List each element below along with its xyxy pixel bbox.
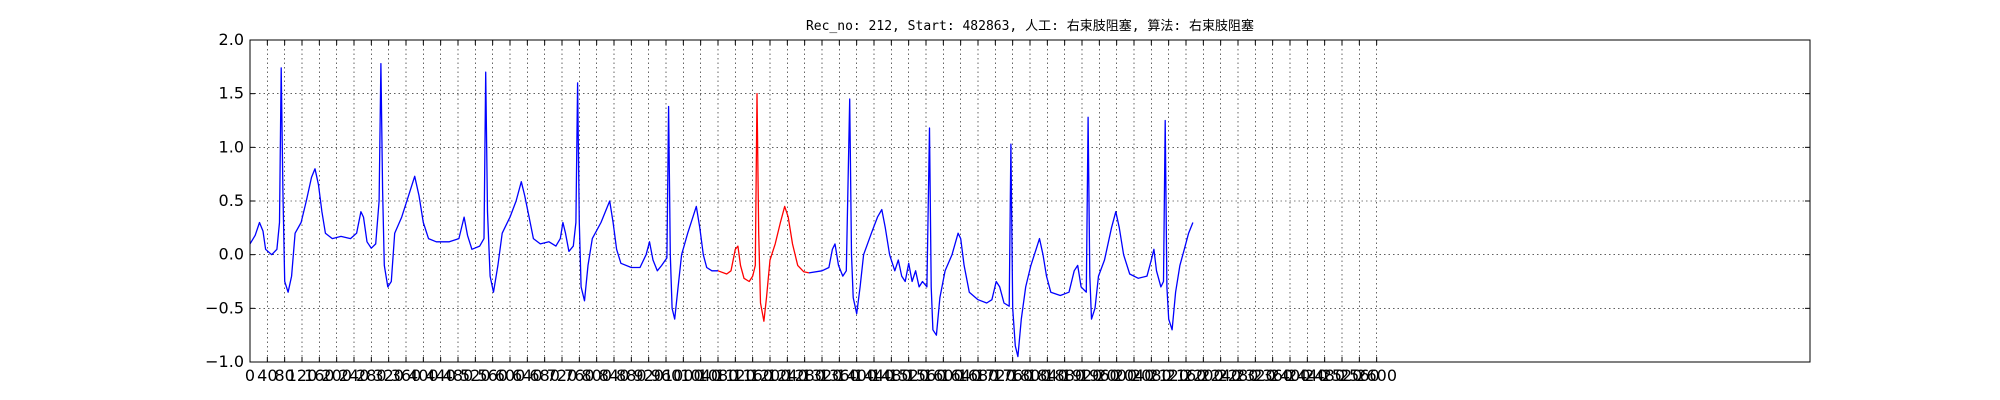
x-tick-label: 0 [245, 366, 255, 385]
x-tick-label: 2520 [1322, 366, 1363, 385]
x-tick-label: 1360 [819, 366, 860, 385]
y-tick-label: −0.5 [205, 298, 244, 317]
y-tick-label: 2.0 [219, 30, 244, 49]
x-tick-label: 2360 [1252, 366, 1293, 385]
x-tick-label: 160 [304, 366, 335, 385]
x-tick-label: 1720 [975, 366, 1016, 385]
y-tick-label: 1.5 [219, 84, 244, 103]
x-tick-label: 960 [651, 366, 682, 385]
x-tick-label: 2400 [1270, 366, 1311, 385]
x-tick-label: 1920 [1062, 366, 1103, 385]
x-tick-label: 560 [477, 366, 508, 385]
x-tick-label: 1240 [767, 366, 808, 385]
x-tick-label: 1680 [958, 366, 999, 385]
x-tick-label: 720 [547, 366, 578, 385]
x-tick-label: 40 [257, 366, 277, 385]
x-tick-label: 1760 [992, 366, 1033, 385]
x-tick-label: 920 [633, 366, 664, 385]
x-tick-label: 2040 [1114, 366, 1155, 385]
x-tick-label: 680 [529, 366, 560, 385]
x-tick-label: 440 [425, 366, 456, 385]
x-tick-label: 1200 [750, 366, 791, 385]
x-tick-label: 120 [287, 366, 318, 385]
x-tick-label: 1560 [906, 366, 947, 385]
ecg-series-line [249, 62, 718, 320]
x-tick-label: 1120 [715, 366, 756, 385]
ecg-series-line [808, 98, 1194, 358]
x-tick-label: 360 [391, 366, 422, 385]
x-tick-label: 1520 [888, 366, 929, 385]
tick-marks: 0 408012016020024028032036040044048052056… [205, 30, 1810, 385]
grid-lines [250, 40, 1810, 362]
x-tick-label: 880 [616, 366, 647, 385]
chart-title: Rec_no: 212, Start: 482863, 人工: 右束肢阻塞, 算… [806, 18, 1254, 34]
x-tick-label: 400 [408, 366, 439, 385]
x-tick-label: 640 [512, 366, 543, 385]
x-tick-label: 2200 [1183, 366, 1224, 385]
y-tick-label: 0.5 [219, 191, 244, 210]
x-tick-label: 240 [339, 366, 370, 385]
x-tick-label: 1160 [732, 366, 773, 385]
x-tick-label: 2160 [1166, 366, 1207, 385]
x-tick-label: 2320 [1235, 366, 1276, 385]
x-tick-label: 2560 [1339, 366, 1380, 385]
x-tick-label: 2240 [1200, 366, 1241, 385]
x-tick-label: 320 [373, 366, 404, 385]
x-tick-label: 480 [443, 366, 474, 385]
x-tick-label: 1080 [698, 366, 739, 385]
x-tick-label: 1480 [871, 366, 912, 385]
ecg-series-line [717, 93, 810, 322]
x-tick-label: 520 [460, 366, 491, 385]
x-tick-label: 280 [356, 366, 387, 385]
x-tick-label: 1040 [680, 366, 721, 385]
x-tick-label: 1800 [1010, 366, 1051, 385]
x-tick-label: 200 [321, 366, 352, 385]
x-tick-label: 2600 [1356, 366, 1397, 385]
x-tick-label: 2440 [1287, 366, 1328, 385]
x-tick-label: 1320 [802, 366, 843, 385]
x-tick-label: 2280 [1218, 366, 1259, 385]
x-tick-label: 1400 [836, 366, 877, 385]
x-tick-label: 2080 [1131, 366, 1172, 385]
x-tick-label: 1880 [1044, 366, 1085, 385]
x-tick-label: 2120 [1148, 366, 1189, 385]
x-tick-label: 840 [599, 366, 630, 385]
x-tick-label: 760 [564, 366, 595, 385]
x-tick-label: 1440 [854, 366, 895, 385]
x-tick-label: 1840 [1027, 366, 1068, 385]
x-tick-label: 1600 [923, 366, 964, 385]
series-lines [249, 62, 1194, 358]
x-tick-label: 800 [581, 366, 612, 385]
x-tick-label: 2480 [1304, 366, 1345, 385]
x-tick-label: 600 [495, 366, 526, 385]
y-tick-label: −1.0 [205, 352, 244, 371]
x-tick-label: 1280 [784, 366, 825, 385]
x-tick-label: 80 [274, 366, 294, 385]
y-tick-label: 1.0 [219, 137, 244, 156]
x-tick-label: 2000 [1096, 366, 1137, 385]
x-tick-label: 1640 [940, 366, 981, 385]
x-tick-label: 1960 [1079, 366, 1120, 385]
y-tick-label: 0.0 [219, 245, 244, 264]
x-tick-label: 1000 [663, 366, 704, 385]
